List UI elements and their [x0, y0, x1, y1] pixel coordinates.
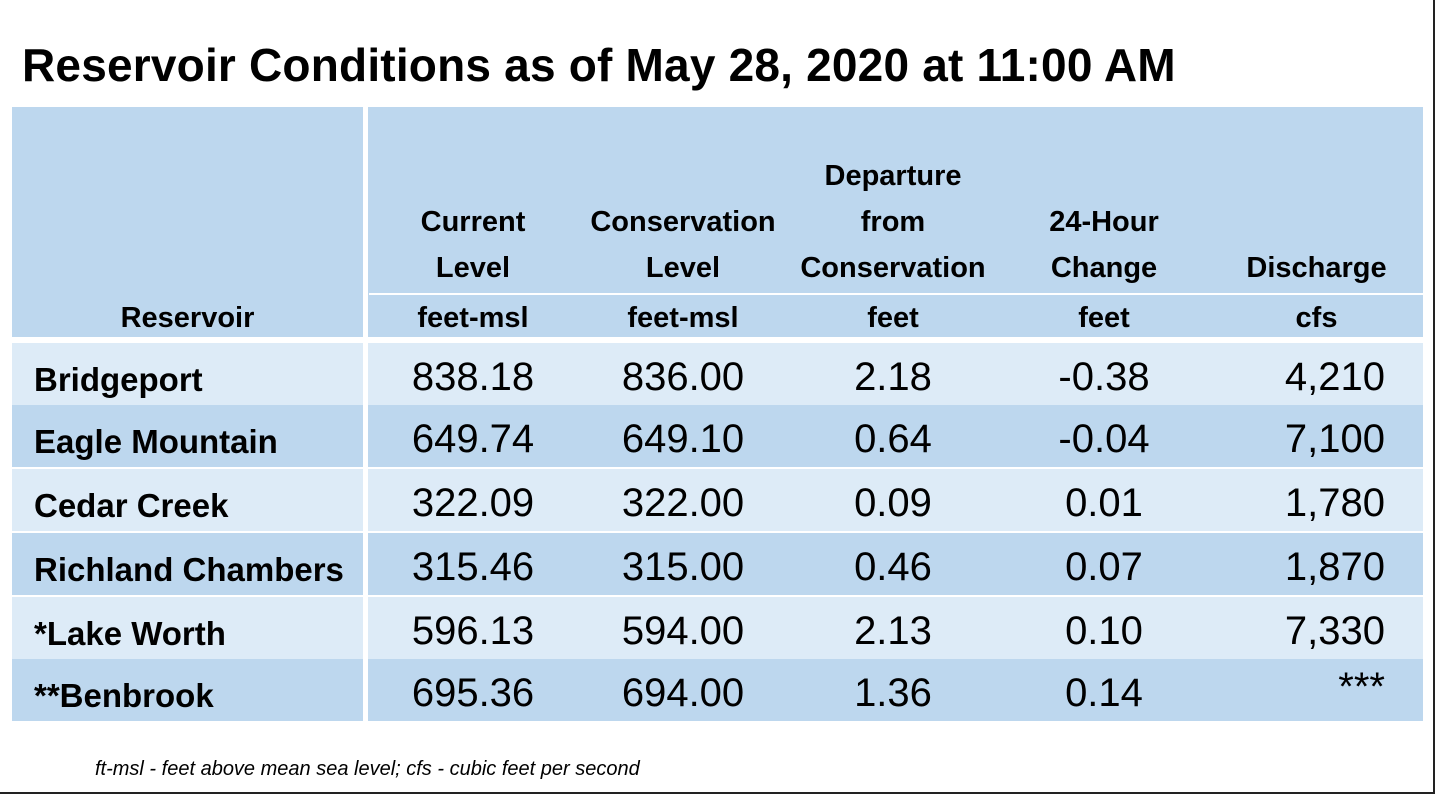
- current-level: 315.46: [411, 545, 535, 589]
- table-row: Richland Chambers 315.46 315.00 0.46 0.0…: [12, 533, 1423, 595]
- header-current-line1: Current: [420, 206, 526, 238]
- departure: 0.64: [854, 417, 932, 461]
- current-level: 596.13: [411, 609, 535, 653]
- footnote: ft-msl - feet above mean sea level; cfs …: [95, 758, 640, 780]
- reservoir-table: Reservoir Current Level Conservation Lev…: [12, 107, 1423, 721]
- table-row: **Benbrook 695.36 694.00 1.36 0.14 ***: [12, 659, 1423, 721]
- header-change-line2: Change: [1050, 252, 1158, 284]
- table-row: *Lake Worth 596.13 594.00 2.13 0.10 7,33…: [12, 597, 1423, 659]
- header-conservation-line1: Conservation: [590, 206, 776, 238]
- current-level: 649.74: [411, 417, 535, 461]
- reservoir-name: **Benbrook: [34, 677, 214, 714]
- header-unit-divider: [369, 293, 1423, 295]
- unit-departure: feet: [867, 302, 919, 334]
- change-24h: 0.10: [1065, 609, 1143, 653]
- departure: 0.09: [854, 481, 932, 525]
- discharge: 7,100: [1284, 417, 1385, 461]
- header-discharge: Discharge: [1246, 252, 1387, 284]
- change-24h: -0.38: [1058, 355, 1150, 399]
- header-reservoir: Reservoir: [120, 302, 255, 334]
- conservation-level: 594.00: [621, 609, 745, 653]
- discharge: ***: [1338, 665, 1385, 709]
- change-24h: 0.14: [1065, 671, 1143, 715]
- table-row: Eagle Mountain 649.74 649.10 0.64 -0.04 …: [12, 405, 1423, 467]
- table-row: Cedar Creek 322.09 322.00 0.09 0.01 1,78…: [12, 469, 1423, 531]
- row-gap: [12, 467, 1423, 469]
- discharge: 1,780: [1284, 481, 1385, 525]
- current-level: 695.36: [411, 671, 535, 715]
- departure: 0.46: [854, 545, 932, 589]
- header-gap: [12, 337, 1423, 343]
- header-change-line1: 24-Hour: [1049, 206, 1159, 238]
- discharge: 7,330: [1284, 609, 1385, 653]
- header-departure-line3: Conservation: [800, 252, 986, 284]
- unit-current: feet-msl: [417, 302, 529, 334]
- change-24h: 0.07: [1065, 545, 1143, 589]
- conservation-level: 649.10: [621, 417, 745, 461]
- header-departure-line2: from: [860, 206, 926, 238]
- header-current-line2: Level: [435, 252, 511, 284]
- current-level: 838.18: [411, 355, 535, 399]
- reservoir-name: *Lake Worth: [34, 615, 226, 652]
- departure: 2.13: [854, 609, 932, 653]
- page-title: Reservoir Conditions as of May 28, 2020 …: [22, 39, 1176, 91]
- reservoir-name: Richland Chambers: [34, 551, 344, 588]
- reservoir-name: Cedar Creek: [34, 487, 229, 524]
- departure: 1.36: [854, 671, 932, 715]
- table-header: Reservoir Current Level Conservation Lev…: [12, 107, 1423, 337]
- reservoir-name: Eagle Mountain: [34, 423, 278, 460]
- row-gap: [12, 595, 1423, 597]
- conservation-level: 322.00: [621, 481, 745, 525]
- discharge: 4,210: [1284, 355, 1385, 399]
- header-conservation-line2: Level: [645, 252, 721, 284]
- unit-discharge: cfs: [1295, 302, 1338, 334]
- reservoir-name: Bridgeport: [34, 361, 203, 398]
- current-level: 322.09: [411, 481, 535, 525]
- row-gap: [12, 531, 1423, 533]
- column-separator: [363, 107, 368, 721]
- unit-change: feet: [1078, 302, 1130, 334]
- unit-conservation: feet-msl: [627, 302, 739, 334]
- header-departure-line1: Departure: [824, 160, 962, 192]
- table-row: Bridgeport 838.18 836.00 2.18 -0.38 4,21…: [12, 343, 1423, 405]
- change-24h: -0.04: [1058, 417, 1150, 461]
- conservation-level: 836.00: [621, 355, 745, 399]
- conservation-level: 315.00: [621, 545, 745, 589]
- change-24h: 0.01: [1065, 481, 1143, 525]
- departure: 2.18: [854, 355, 932, 399]
- conservation-level: 694.00: [621, 671, 745, 715]
- discharge: 1,870: [1284, 545, 1385, 589]
